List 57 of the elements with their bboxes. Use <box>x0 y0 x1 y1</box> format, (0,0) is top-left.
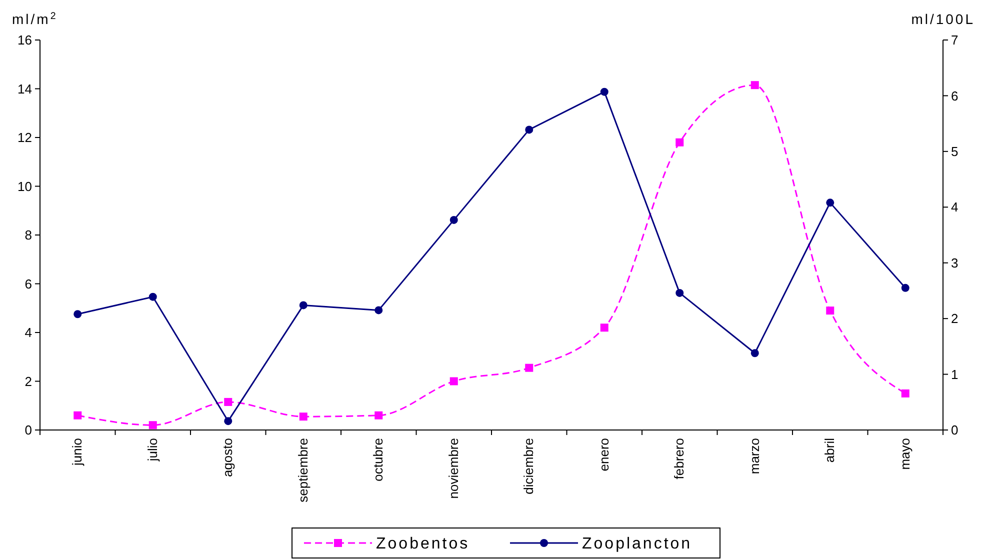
point <box>525 126 534 134</box>
point <box>148 292 157 301</box>
point <box>148 421 157 430</box>
point <box>750 81 759 90</box>
point <box>299 301 308 310</box>
y-tick-label: 6 <box>24 276 32 292</box>
y-tick-label: 4 <box>24 325 32 340</box>
x-tick-label: julio <box>144 438 160 462</box>
point <box>600 88 608 96</box>
y2-tick-label: 6 <box>951 88 958 104</box>
x-tick-label: febrero <box>672 438 687 480</box>
y2-tick-label: 0 <box>951 422 958 438</box>
y-tick-label: 10 <box>18 178 32 194</box>
y-tick-label: 8 <box>24 228 32 243</box>
point <box>74 411 82 420</box>
y2-tick-label: 2 <box>951 311 958 326</box>
point <box>826 198 834 207</box>
x-tick-label: junio <box>70 438 85 466</box>
x-tick-label: agosto <box>220 438 236 478</box>
y-axis-title: ml/m$^{2}$ <box>12 10 58 27</box>
x-tick-label: enero <box>596 438 612 472</box>
point <box>676 138 684 146</box>
x-tick-label: diciembre <box>521 438 536 494</box>
point <box>450 377 458 386</box>
point <box>374 306 383 314</box>
y2-tick-label: 5 <box>951 144 958 159</box>
point <box>525 364 534 372</box>
y2-tick-label: 4 <box>951 200 958 215</box>
legend-label: Zooplancton <box>582 536 692 553</box>
x-tick-label: octubre <box>370 438 386 482</box>
point <box>374 411 383 420</box>
y-tick-label: 2 <box>24 374 32 389</box>
point <box>676 288 684 297</box>
point <box>826 306 834 315</box>
point <box>750 349 759 358</box>
y-tick-label: 0 <box>24 422 32 438</box>
y-tick-label: 14 <box>18 81 32 96</box>
point <box>600 324 608 332</box>
y2-tick-label: 1 <box>951 366 958 382</box>
point <box>450 216 458 224</box>
x-tick-label: septiembre <box>295 438 310 502</box>
point <box>901 389 910 398</box>
point <box>224 398 232 406</box>
point <box>901 284 910 292</box>
point <box>299 412 308 421</box>
y2-tick-label: 3 <box>951 255 958 270</box>
x-tick-label: noviembre <box>446 438 461 499</box>
point <box>74 310 82 318</box>
y2-axis-title: ml/100L <box>911 11 975 27</box>
legend-label: Zoobentos <box>376 536 470 553</box>
point <box>224 417 232 426</box>
y-tick-label: 12 <box>18 130 32 146</box>
y-tick-label: 16 <box>18 32 32 48</box>
x-tick-label: marzo <box>746 438 762 474</box>
x-tick-label: mayo <box>897 438 912 470</box>
x-tick-label: abril <box>822 438 838 463</box>
y2-tick-label: 7 <box>951 32 958 48</box>
